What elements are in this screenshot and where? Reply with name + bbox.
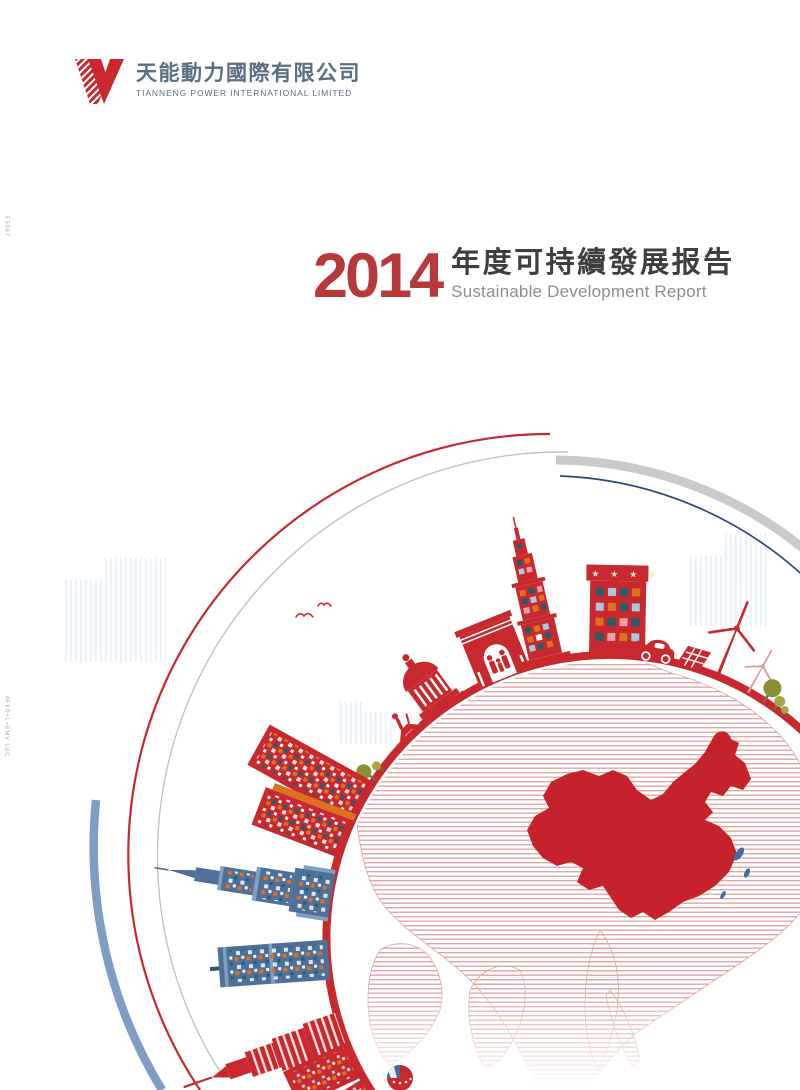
company-name-en: TIANNENG POWER INTERNATIONAL LIMITED: [136, 88, 353, 99]
outer-gray-thin-arc: [156, 451, 569, 1079]
spine-mark-top: E5047: [3, 216, 10, 237]
hotel-stars-icon: ★ ★ ★ ★: [591, 570, 660, 581]
background-skyline-ghosts: [62, 534, 770, 744]
dome-building: [402, 654, 467, 727]
scooter-rider: [391, 713, 421, 745]
company-logo: 天能動力國際有限公司 TIANNENG POWER INTERNATIONAL …: [74, 56, 361, 106]
spine-mark-bottom: 4F8D+L+EMV LUC: [3, 696, 10, 758]
family-silhouette: [486, 649, 511, 674]
red-slab-building-2: [251, 783, 357, 859]
report-subtitle-zh: 年度可持續發展报告: [451, 247, 735, 279]
world-map: [332, 661, 800, 1090]
company-name-zh: 天能動力國際有限公司: [136, 62, 361, 85]
wind-turbine-small: [744, 649, 773, 694]
outer-red-arc: [127, 432, 551, 1090]
car: [637, 639, 675, 664]
bottom-blue-arc: [89, 799, 166, 1090]
trees-right: [762, 679, 789, 716]
report-subtitle-en: Sustainable Development Report: [451, 281, 707, 301]
report-year: 2014: [313, 241, 444, 311]
blue-slab-building: [209, 939, 331, 988]
japan-islands: [720, 847, 751, 900]
top-navy-arc: [559, 475, 800, 574]
solar-panel: [676, 645, 712, 671]
wind-turbine-large: [708, 601, 756, 679]
hotel-building: ★ ★ ★ ★: [586, 564, 660, 658]
red-slab-building-1: [247, 724, 375, 823]
red-slab-building-3: [283, 1042, 363, 1090]
globe-cityscape-illustration: ★ ★ ★ ★: [62, 432, 800, 1090]
china-map: [527, 731, 751, 920]
logo-v-mark-icon: [75, 59, 124, 104]
birds-icon: [295, 602, 332, 618]
top-gray-thick-arc: [555, 455, 800, 552]
stepped-skyscraper: [511, 516, 572, 670]
report-title: 2014 年度可持續發展报告 Sustainable Development R…: [313, 241, 735, 311]
hot-air-balloon: [387, 1065, 413, 1090]
blue-empire-state-building: [154, 865, 336, 922]
arch-monument: [454, 609, 531, 688]
